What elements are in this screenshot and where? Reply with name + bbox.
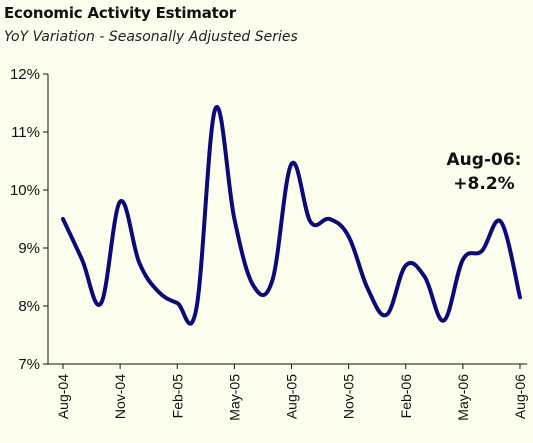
y-tick-label: 8% <box>18 298 40 315</box>
data-point <box>347 234 351 238</box>
data-point <box>175 301 179 305</box>
data-point <box>309 220 313 224</box>
data-point <box>232 217 236 221</box>
data-point <box>518 295 522 299</box>
data-point <box>290 162 294 166</box>
x-axis: Aug-04 Nov-04 Feb-05 May-05 Aug-05 Nov-05 Feb-… <box>48 363 528 421</box>
chart-subtitle: YoY Variation - Seasonally Adjusted Seri… <box>4 29 298 45</box>
annotation-value: +8.2% <box>453 174 514 194</box>
x-tick-label: May-05 <box>226 374 242 421</box>
data-point <box>137 261 141 265</box>
annotation-date: Aug-06: <box>447 150 522 170</box>
x-tick-label: Nov-05 <box>341 374 357 419</box>
data-point <box>442 319 446 323</box>
data-point <box>270 278 274 282</box>
data-point <box>118 200 122 204</box>
data-point <box>61 217 65 221</box>
data-point <box>480 249 484 253</box>
x-tick-label: Aug-05 <box>284 374 300 419</box>
data-point <box>499 220 503 224</box>
y-tick-label: 11% <box>11 124 40 141</box>
y-tick-label: 12% <box>10 66 40 83</box>
data-point <box>328 217 332 221</box>
y-axis: 7% 8% 9% 10% 11% 12% <box>10 66 49 373</box>
data-point <box>80 258 84 262</box>
data-point <box>385 313 389 317</box>
data-point <box>99 301 103 305</box>
data-point <box>461 258 465 262</box>
chart-title: Economic Activity Estimator <box>4 4 236 22</box>
data-point <box>251 284 255 288</box>
y-tick-label: 9% <box>18 240 40 257</box>
x-tick-label: Nov-04 <box>112 374 128 419</box>
data-point <box>404 263 408 267</box>
y-tick-label: 7% <box>18 356 40 373</box>
data-point <box>213 107 217 111</box>
x-tick-label: May-06 <box>455 374 471 421</box>
x-tick-label: Aug-06 <box>512 374 528 419</box>
x-tick-label: Feb-06 <box>398 374 414 419</box>
data-point <box>366 287 370 291</box>
data-point <box>156 290 160 294</box>
data-point <box>194 307 198 311</box>
x-tick-label: Aug-04 <box>55 374 71 419</box>
series-line <box>61 104 522 326</box>
data-point <box>423 275 427 279</box>
y-tick-label: 10% <box>10 182 40 199</box>
x-tick-label: Feb-05 <box>169 374 185 419</box>
